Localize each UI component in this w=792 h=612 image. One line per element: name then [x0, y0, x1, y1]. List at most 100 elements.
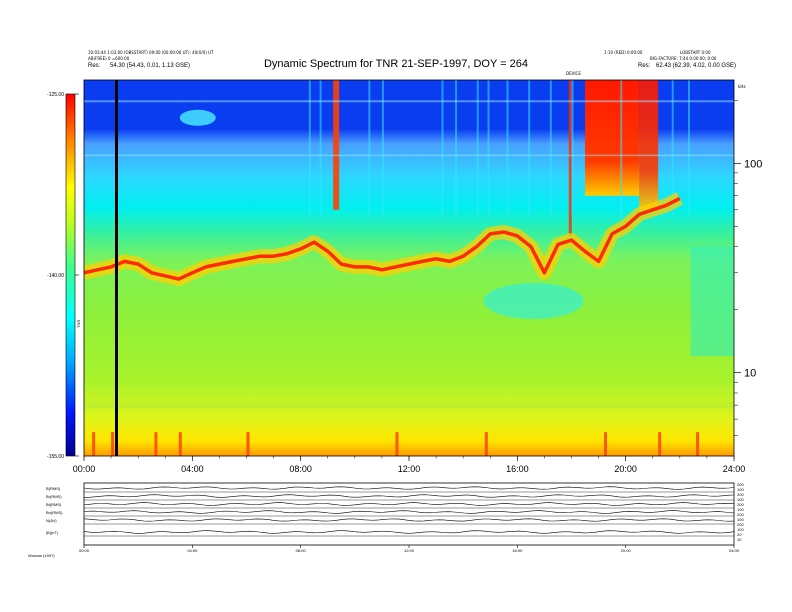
parameter-row-label: B(RMS)	[46, 486, 61, 491]
header-corner-unit: kHz	[738, 84, 746, 89]
colorbar-tick-mid: -140.00	[47, 273, 64, 279]
interference-streak	[381, 80, 384, 218]
depletion-region	[690, 246, 734, 357]
header-right-res-label: Res:	[638, 63, 651, 69]
low-freq-spike	[92, 432, 96, 456]
low-freq-spike	[178, 432, 182, 456]
colorbar-label: TNR	[76, 320, 81, 328]
parameter-x-tick-label: 24:00	[729, 548, 740, 553]
interference-streak	[441, 80, 444, 218]
parameter-x-tick-label: 08:00	[296, 548, 307, 553]
parameter-panel-frame	[83, 482, 735, 546]
parameter-trace	[83, 486, 735, 490]
header-right-line2: LOBSTART 0:00	[680, 50, 711, 55]
parameter-row-label: N(AV)	[46, 518, 57, 523]
header-left-res-value: 54.30 (54.43, 0.01, 1.13 GSE)	[110, 63, 191, 69]
y-tick-label: 10	[744, 368, 756, 380]
plasma-line	[84, 196, 681, 281]
parameter-x-tick-label: 00:00	[79, 548, 90, 553]
parameter-trace	[83, 518, 735, 522]
parameter-right-tick: 100	[737, 527, 744, 532]
burst-patch	[585, 80, 640, 196]
parameter-right-tick: 200	[737, 482, 744, 487]
low-freq-spike	[696, 432, 700, 456]
y-tick-label: 100	[744, 158, 762, 170]
parameter-row-label: Bn(RMS)	[46, 510, 63, 515]
header-right-line3: BIG-FACTURE: 7:44 0:00:00; 0:00	[650, 56, 717, 61]
parameter-trace	[83, 530, 735, 534]
parameter-right-tick: 10	[737, 537, 742, 542]
low-freq-spike	[246, 432, 250, 456]
x-tick-label: 00:00	[73, 464, 96, 474]
burst-streak	[568, 80, 572, 236]
parameter-right-tick: 200	[737, 502, 744, 507]
header-left-res-label: Res:	[88, 63, 101, 69]
interference-streak	[476, 80, 479, 218]
interference-streak	[620, 80, 623, 218]
x-tick-label: 20:00	[614, 464, 637, 474]
low-freq-spike	[658, 432, 662, 456]
interference-streak	[571, 80, 574, 218]
header-left-line2: AB(FREE) 0 =600:00	[88, 56, 130, 61]
parameter-right-tick: 200	[737, 522, 744, 527]
interference-streak	[687, 80, 690, 218]
x-tick-label: 24:00	[723, 464, 746, 474]
interference-streak	[319, 80, 322, 218]
low-freq-spike	[395, 432, 399, 456]
parameter-x-tick-label: 12:00	[404, 548, 415, 553]
low-freq-spike	[154, 432, 158, 456]
interference-streak	[368, 80, 371, 218]
parameter-trace	[83, 502, 735, 506]
burst-patch	[333, 80, 340, 210]
noise-band	[84, 402, 734, 409]
colorbar-tick-bottom: -155.00	[47, 454, 64, 460]
header-right-line1: 1:10 (RED) 0:00:00	[604, 50, 643, 55]
burst-patch	[639, 80, 659, 210]
band-line	[84, 154, 734, 157]
interference-streak	[308, 80, 311, 218]
header-center-small: DEVICE	[566, 71, 581, 76]
depletion-region	[483, 282, 584, 319]
parameter-right-tick: 100	[737, 487, 744, 492]
colorbar-tick-top: -125.00	[47, 92, 64, 98]
x-tick-label: 04:00	[181, 464, 204, 474]
parameter-right-tick: 100	[737, 517, 744, 522]
parameter-row-label: |B|(nT)	[46, 530, 59, 535]
panel-footnote: Wolzow (1997)	[28, 553, 55, 558]
header-left-line1: 10:03:44 1:03:00 (OBSSTART) 09:00 (00:00…	[88, 50, 214, 55]
spectrum-features	[84, 80, 734, 456]
x-axis: 00:00 04:00 08:00 12:00 16:00 20:00 24:00	[73, 456, 746, 474]
x-tick-label: 08:00	[289, 464, 312, 474]
parameter-rows: B(RMS) Br(RMS) Bt(RMS) Bn(RMS) N(AV) |B|(nT) 2…	[46, 482, 744, 542]
header-right-res-value: 62.43 (62.39, 4.02, 0.00 GSE)	[656, 63, 737, 69]
interference-streak	[487, 80, 490, 218]
parameter-right-tick: 200	[737, 512, 744, 517]
interference-streak	[528, 80, 531, 218]
parameter-x-tick-label: 16:00	[512, 548, 523, 553]
low-freq-spike	[111, 432, 115, 456]
interference-streak	[506, 80, 509, 218]
parameter-x-axis: 00:00 04:00 08:00 12:00 16:00 20:00 24:00	[79, 545, 740, 553]
parameter-right-tick: 20	[737, 532, 742, 537]
parameter-right-tick: 100	[737, 507, 744, 512]
low-freq-spike	[484, 432, 488, 456]
band-line	[84, 100, 734, 103]
x-tick-label: 12:00	[398, 464, 421, 474]
colorbar: -125.00 -140.00 -155.00 TNR	[47, 92, 81, 460]
bright-patch	[179, 109, 216, 126]
parameter-trace	[84, 494, 735, 498]
x-tick-label: 16:00	[506, 464, 529, 474]
chart-title: Dynamic Spectrum for TNR 21-SEP-1997, DO…	[263, 58, 528, 70]
interference-streak	[455, 80, 458, 218]
interference-streak	[671, 80, 674, 218]
parameter-x-tick-label: 04:00	[187, 548, 198, 553]
interference-streak	[549, 80, 552, 218]
parameter-row-label: Bt(RMS)	[46, 502, 62, 507]
parameter-trace	[83, 510, 735, 514]
parameter-right-tick: 100	[737, 497, 744, 502]
y-axis: 10 100	[734, 100, 762, 436]
low-freq-spike	[604, 432, 607, 456]
parameter-x-tick-label: 20:00	[621, 548, 632, 553]
